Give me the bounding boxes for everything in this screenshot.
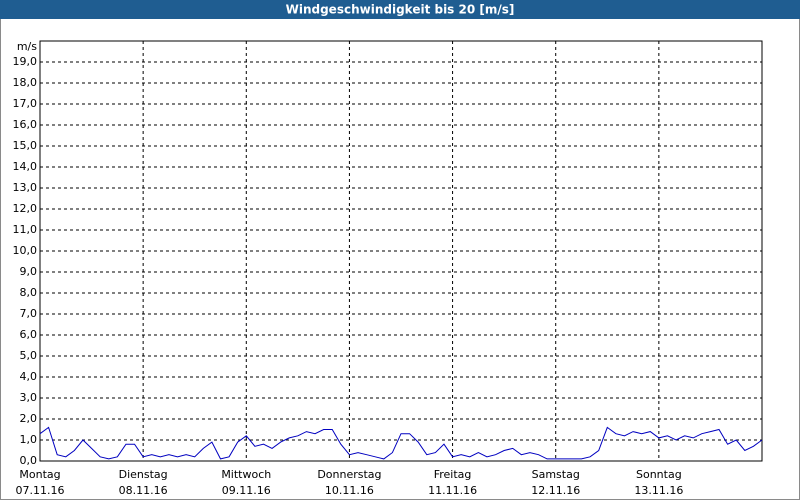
- y-tick-label: 8,0: [20, 286, 38, 299]
- y-tick-label: 19,0: [13, 55, 38, 68]
- y-tick-label: 4,0: [20, 370, 38, 383]
- x-tick-label: 08.11.16: [119, 484, 168, 497]
- y-tick-label: 10,0: [13, 244, 38, 257]
- data-line: [39, 426, 763, 460]
- y-unit: m/s: [17, 40, 37, 53]
- plot-frame: [39, 40, 763, 462]
- x-tick-weekday: Sonntag: [636, 468, 682, 481]
- y-tick-label: 11,0: [13, 223, 38, 236]
- y-tick-label: 13,0: [13, 181, 38, 194]
- y-tick-label: 12,0: [13, 202, 38, 215]
- y-tick-label: 7,0: [20, 307, 38, 320]
- x-tick-label: 10.11.16: [325, 484, 374, 497]
- x-tick-label: 09.11.16: [222, 484, 271, 497]
- y-tick-label: 18,0: [13, 76, 38, 89]
- y-tick-label: 3,0: [20, 391, 38, 404]
- y-tick-label: 6,0: [20, 328, 38, 341]
- chart-title: Windgeschwindigkeit bis 20 [m/s]: [286, 3, 515, 17]
- y-tick-label: 2,0: [20, 412, 38, 425]
- y-tick-label: 1,0: [20, 433, 38, 446]
- x-tick-weekday: Freitag: [434, 468, 472, 481]
- x-tick-label: 11.11.16: [428, 484, 477, 497]
- x-tick-weekday: Donnerstag: [317, 468, 381, 481]
- y-tick-label: 16,0: [13, 118, 38, 131]
- x-tick-label: 13.11.16: [634, 484, 683, 497]
- y-tick-label: 15,0: [13, 139, 38, 152]
- x-tick-weekday: Mittwoch: [221, 468, 271, 481]
- y-tick-label: 5,0: [20, 349, 38, 362]
- x-tick-label: 12.11.16: [531, 484, 580, 497]
- x-tick-weekday: Dienstag: [119, 468, 168, 481]
- y-tick-label: 9,0: [20, 265, 38, 278]
- x-tick-label: 07.11.16: [16, 484, 65, 497]
- x-tick-weekday: Montag: [19, 468, 60, 481]
- title-bar: [0, 0, 800, 19]
- y-tick-label: 0,0: [20, 454, 38, 467]
- y-tick-label: 14,0: [13, 160, 38, 173]
- x-tick-weekday: Samstag: [532, 468, 580, 481]
- y-tick-label: 17,0: [13, 97, 38, 110]
